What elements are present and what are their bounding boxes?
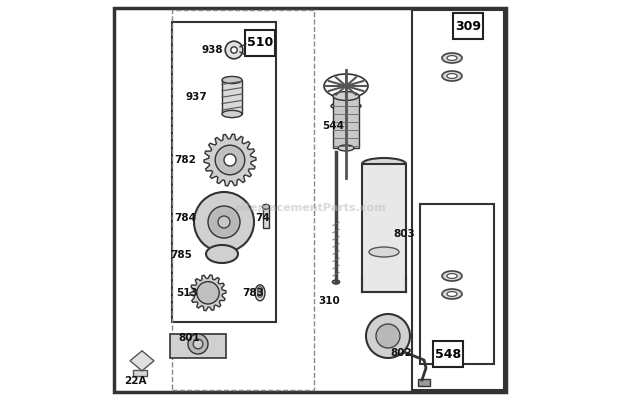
FancyBboxPatch shape [433,341,463,367]
Text: 309: 309 [455,20,481,32]
Ellipse shape [222,110,242,118]
Circle shape [225,41,243,59]
Ellipse shape [447,274,457,278]
Ellipse shape [442,71,462,81]
Text: 784: 784 [174,213,196,223]
Polygon shape [130,351,154,371]
Text: 22A: 22A [125,376,147,386]
Ellipse shape [442,271,462,281]
Bar [333,96,359,148]
Text: 513: 513 [176,288,198,298]
Text: 783: 783 [242,288,264,298]
Ellipse shape [447,74,457,78]
Bar [418,379,430,386]
Text: 802: 802 [390,348,412,358]
Text: 74: 74 [255,213,270,223]
Circle shape [366,314,410,358]
Text: 803: 803 [393,229,415,239]
Ellipse shape [447,56,457,60]
Text: 510: 510 [247,36,273,49]
Ellipse shape [255,285,265,301]
Circle shape [257,287,262,292]
Ellipse shape [262,204,270,209]
Text: 938: 938 [201,45,223,55]
Ellipse shape [206,245,238,263]
Ellipse shape [332,280,340,284]
Ellipse shape [331,102,361,110]
Bar [263,208,269,228]
Ellipse shape [222,76,242,84]
Text: 548: 548 [435,348,461,360]
Ellipse shape [333,92,359,100]
Circle shape [215,145,245,175]
Circle shape [231,47,237,53]
Circle shape [376,324,400,348]
Text: eReplacementParts.com: eReplacementParts.com [234,203,386,213]
Text: 785: 785 [170,250,192,260]
Ellipse shape [338,145,354,151]
Circle shape [224,154,236,166]
Ellipse shape [362,158,406,170]
Ellipse shape [442,289,462,299]
FancyBboxPatch shape [133,370,147,376]
Text: 310: 310 [318,296,340,306]
Ellipse shape [447,292,457,296]
Text: 782: 782 [174,155,196,165]
Text: 544: 544 [322,121,344,131]
Polygon shape [170,334,226,358]
Circle shape [208,206,240,238]
Circle shape [193,339,203,349]
Text: 937: 937 [185,92,207,102]
Polygon shape [204,134,256,186]
Text: 801: 801 [179,333,200,343]
Bar [362,164,406,292]
Circle shape [218,216,230,228]
Circle shape [257,290,262,294]
Circle shape [188,334,208,354]
Circle shape [194,192,254,252]
Polygon shape [190,275,226,311]
Circle shape [197,282,219,304]
FancyBboxPatch shape [453,13,483,39]
FancyBboxPatch shape [245,30,275,56]
Ellipse shape [369,247,399,257]
Ellipse shape [442,53,462,63]
Circle shape [257,292,262,297]
FancyBboxPatch shape [222,80,242,114]
